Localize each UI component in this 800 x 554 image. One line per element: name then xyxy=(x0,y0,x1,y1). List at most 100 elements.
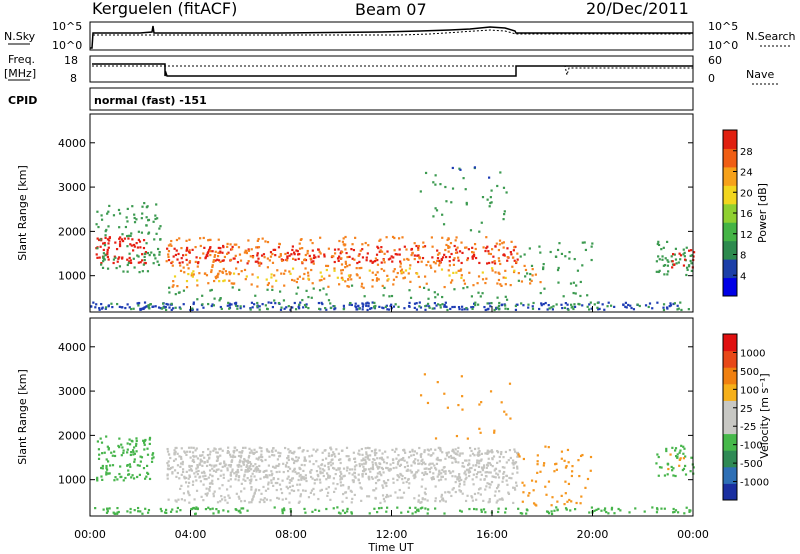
heatmap-cell xyxy=(485,485,488,488)
heatmap-cell xyxy=(289,308,292,311)
heatmap-cell xyxy=(339,470,342,474)
heatmap-cell xyxy=(689,254,692,257)
heatmap-cell xyxy=(544,301,547,305)
heatmap-cell xyxy=(386,506,389,509)
heatmap-cell xyxy=(479,478,482,481)
heatmap-cell xyxy=(177,252,180,256)
heatmap-cell xyxy=(208,488,211,491)
heatmap-cell xyxy=(477,488,481,491)
heatmap-cell xyxy=(277,477,280,481)
heatmap-cell xyxy=(479,295,482,298)
heatmap-cell xyxy=(288,481,291,484)
heatmap-cell xyxy=(304,511,307,514)
heatmap-cell xyxy=(413,257,416,261)
heatmap-cell xyxy=(688,509,691,512)
heatmap-cell xyxy=(131,238,134,241)
heatmap-cell xyxy=(394,253,397,256)
heatmap-cell xyxy=(486,451,489,454)
heatmap-cell xyxy=(265,448,269,451)
heatmap-cell xyxy=(164,305,167,309)
heatmap-cell xyxy=(569,509,572,512)
heatmap-cell xyxy=(409,280,412,283)
heatmap-cell xyxy=(217,238,220,241)
heatmap-cell xyxy=(207,448,210,451)
heatmap-cell xyxy=(418,285,421,289)
heatmap-cell xyxy=(246,459,250,462)
heatmap-cell xyxy=(444,301,447,304)
colorbar-segment xyxy=(723,466,737,484)
heatmap-cell xyxy=(249,462,253,466)
heatmap-cell xyxy=(138,464,141,467)
heatmap-cell xyxy=(529,282,532,285)
heatmap-cell xyxy=(364,456,367,459)
heatmap-cell xyxy=(204,474,207,477)
heatmap-cell xyxy=(221,449,224,452)
heatmap-cell xyxy=(505,413,508,416)
heatmap-cell xyxy=(146,447,149,450)
heatmap-cell xyxy=(146,471,149,474)
nave-tick-top: 60 xyxy=(708,54,722,67)
heatmap-cell xyxy=(338,239,341,243)
heatmap-cell xyxy=(401,475,404,478)
heatmap-cell xyxy=(677,261,680,264)
heatmap-cell xyxy=(162,306,165,309)
heatmap-cell xyxy=(367,468,371,471)
heatmap-cell xyxy=(490,449,493,452)
heatmap-cell xyxy=(455,248,458,251)
heatmap-cell xyxy=(441,256,445,259)
heatmap-cell xyxy=(516,465,519,468)
heatmap-cell xyxy=(402,271,405,274)
heatmap-cell xyxy=(500,284,503,287)
heatmap-cell xyxy=(226,304,229,307)
heatmap-cell xyxy=(230,303,233,306)
heatmap-cell xyxy=(252,452,255,456)
heatmap-cell xyxy=(271,472,274,475)
heatmap-cell xyxy=(413,450,416,453)
heatmap-cell xyxy=(194,512,197,515)
heatmap-cell xyxy=(560,494,563,497)
heatmap-cell xyxy=(164,308,168,311)
heatmap-cell xyxy=(255,450,258,454)
heatmap-cell xyxy=(128,438,131,441)
heatmap-cell xyxy=(223,496,226,499)
heatmap-cell xyxy=(364,461,368,464)
heatmap-cell xyxy=(380,466,384,470)
heatmap-cell xyxy=(381,458,384,461)
heatmap-cell xyxy=(297,472,300,475)
heatmap-cell xyxy=(293,467,296,470)
heatmap-cell xyxy=(255,470,258,473)
heatmap-cell xyxy=(678,451,681,454)
heatmap-cell xyxy=(448,246,451,249)
heatmap-cell xyxy=(495,487,499,490)
heatmap-cell xyxy=(182,492,186,495)
heatmap-cell xyxy=(379,238,382,241)
heatmap-cell xyxy=(329,461,332,464)
heatmap-cell xyxy=(477,471,480,474)
heatmap-cell xyxy=(470,306,473,309)
heatmap-cell xyxy=(118,226,121,229)
heatmap-cell xyxy=(269,251,273,254)
heatmap-cell xyxy=(320,463,323,467)
heatmap-cell xyxy=(572,281,575,284)
heatmap-cell xyxy=(298,252,301,256)
heatmap-cell xyxy=(287,448,290,451)
heatmap-cell xyxy=(133,458,136,461)
heatmap-cell xyxy=(466,286,469,289)
heatmap-cell xyxy=(281,509,284,513)
heatmap-cell xyxy=(295,460,298,463)
heatmap-cell xyxy=(565,508,568,511)
heatmap-cell xyxy=(509,283,512,287)
heatmap-cell xyxy=(267,282,270,285)
heatmap-cell xyxy=(445,255,448,259)
heatmap-cell xyxy=(385,510,388,513)
heatmap-cell xyxy=(310,296,313,299)
heatmap-cell xyxy=(104,236,107,239)
heatmap-cell xyxy=(534,273,537,276)
heatmap-cell xyxy=(196,279,199,282)
heatmap-cell xyxy=(489,201,492,205)
heatmap-cell xyxy=(430,454,433,457)
heatmap-cell xyxy=(392,256,395,259)
heatmap-cell xyxy=(129,453,132,457)
heatmap-cell xyxy=(448,469,451,473)
heatmap-cell xyxy=(560,303,563,306)
